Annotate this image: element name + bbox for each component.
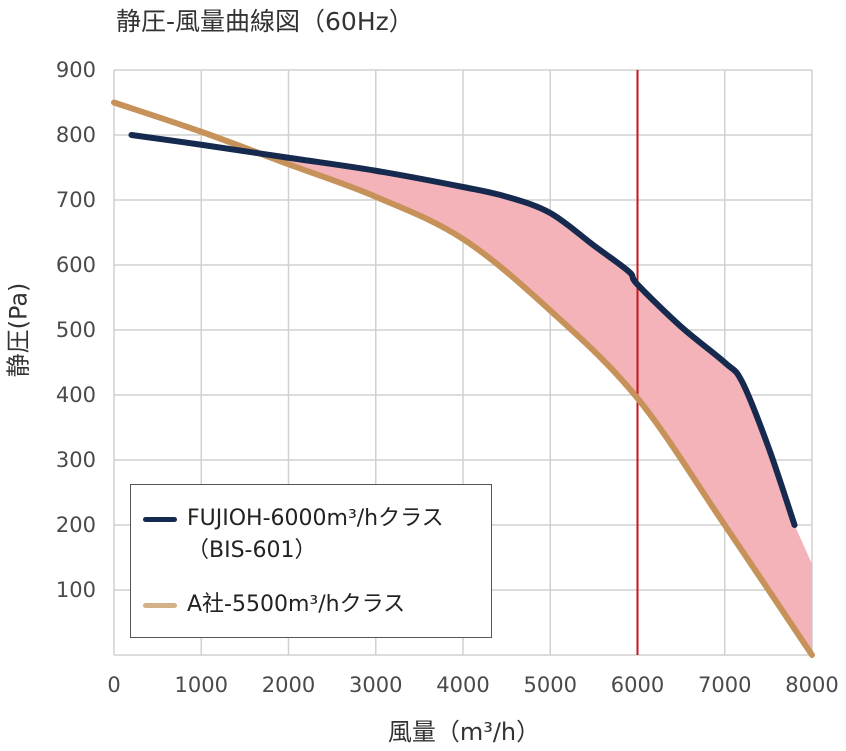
x-tick-label: 3000: [349, 673, 402, 697]
tick-labels: 0 1000 2000 3000 4000 5000 6000 7000 8000 100 200 3…: [56, 58, 839, 697]
legend: FUJIOH-6000m³/hクラス （BIS-601） A社-5500m³/h…: [130, 484, 492, 638]
y-tick-label: 300: [56, 448, 96, 472]
x-tick-label: 6000: [611, 673, 664, 697]
y-tick-label: 700: [56, 188, 96, 212]
y-tick-label: 800: [56, 123, 96, 147]
x-tick-label: 4000: [436, 673, 489, 697]
y-tick-label: 600: [56, 253, 96, 277]
legend-item-company-a: A社-5500m³/hクラス: [143, 589, 405, 621]
legend-label-company-a: A社-5500m³/hクラス: [187, 592, 406, 617]
legend-sublabel-fujioh: （BIS-601）: [187, 538, 317, 563]
x-tick-label: 8000: [785, 673, 838, 697]
x-tick-label: 1000: [175, 673, 228, 697]
legend-label-fujioh: FUJIOH-6000m³/hクラス: [187, 506, 444, 531]
series-line-fujioh: [128, 132, 798, 528]
x-tick-label: 2000: [262, 673, 315, 697]
legend-swatch-fujioh: [143, 517, 177, 522]
legend-swatch-company-a: [143, 603, 177, 608]
x-tick-label: 7000: [698, 673, 751, 697]
y-tick-label: 500: [56, 318, 96, 342]
y-tick-label: 200: [56, 513, 96, 537]
series-lines: [111, 99, 815, 658]
x-tick-label: 0: [107, 673, 120, 697]
y-axis-label: 静圧(Pa): [4, 282, 33, 378]
y-tick-label: 100: [56, 578, 96, 602]
x-axis-label: 風量（m³/h）: [387, 718, 541, 746]
difference-fill-area: [266, 154, 812, 655]
x-tick-label: 5000: [524, 673, 577, 697]
legend-item-fujioh: FUJIOH-6000m³/hクラス （BIS-601）: [143, 503, 444, 567]
series-line-company-a: [111, 99, 815, 658]
chart-title: 静圧-風量曲線図（60Hz）: [116, 7, 414, 36]
y-tick-label: 400: [56, 383, 96, 407]
y-tick-label: 900: [56, 58, 96, 82]
